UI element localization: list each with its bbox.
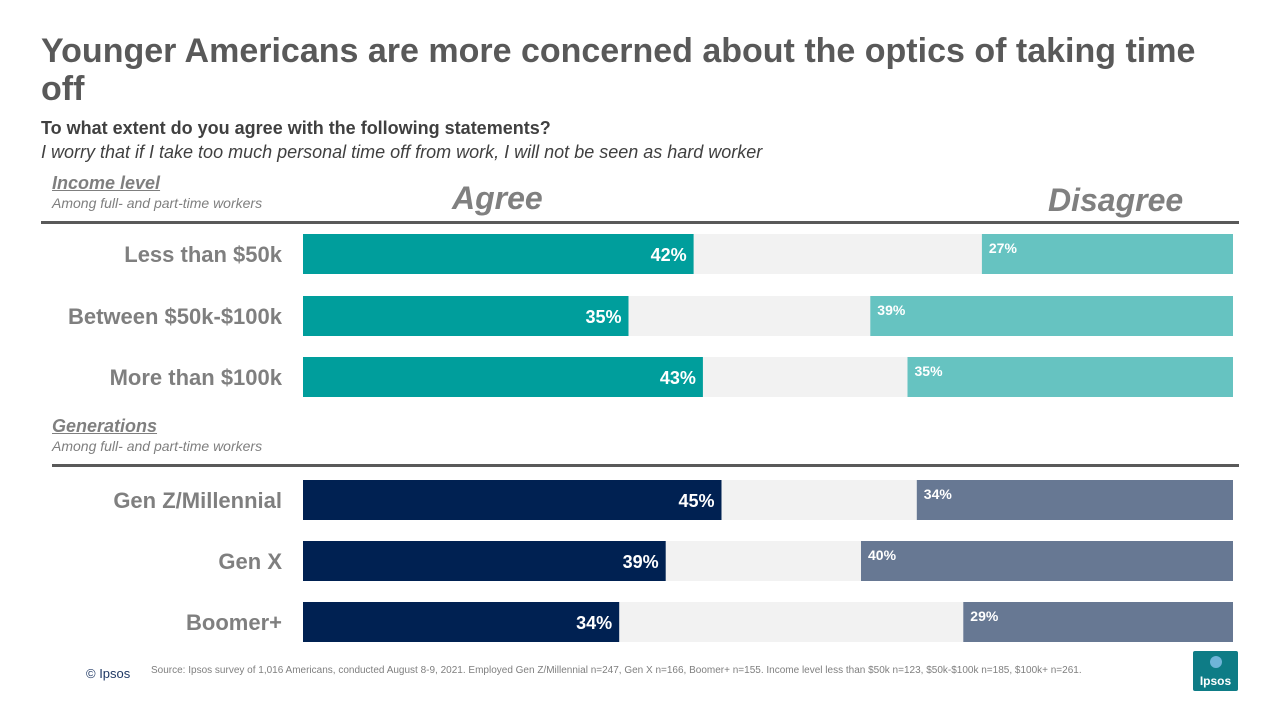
- generations-section-subtitle: Among full- and part-time workers: [52, 438, 263, 454]
- survey-statement: I worry that if I take too much personal…: [41, 142, 763, 162]
- disagree-column-header: Disagree: [1048, 182, 1184, 218]
- disagree-bar: [963, 602, 1233, 642]
- agree-column-header: Agree: [452, 180, 543, 216]
- income-section-subtitle: Among full- and part-time workers: [52, 195, 263, 211]
- agree-bar: [303, 541, 666, 581]
- logo-text: Ipsos: [1199, 674, 1232, 688]
- agree-value-label: 35%: [585, 307, 621, 327]
- agree-value-label: 34%: [576, 613, 612, 633]
- disagree-value-label: 40%: [868, 547, 897, 563]
- disagree-value-label: 29%: [970, 608, 999, 624]
- disagree-bar: [861, 541, 1233, 581]
- source-note: Source: Ipsos survey of 1,016 Americans,…: [151, 665, 1082, 676]
- category-label: Boomer+: [186, 610, 282, 635]
- disagree-bar: [916, 480, 1233, 520]
- survey-question: To what extent do you agree with the fol…: [41, 118, 551, 138]
- generations-section-title: Generations: [52, 416, 158, 436]
- category-label: More than $100k: [110, 365, 283, 390]
- disagree-value-label: 39%: [877, 302, 906, 318]
- agree-bar: [303, 480, 722, 520]
- logo-mark-icon: [1210, 656, 1222, 668]
- generations-section-header: Generations Among full- and part-time wo…: [52, 415, 262, 455]
- agree-value-label: 42%: [651, 245, 687, 265]
- agree-bar: [303, 602, 620, 642]
- generations-divider: [52, 464, 1239, 467]
- agree-bar: [303, 357, 703, 397]
- agree-bar: [303, 234, 694, 274]
- disagree-value-label: 27%: [989, 240, 1018, 256]
- agree-value-label: 39%: [623, 552, 659, 572]
- income-divider: [41, 221, 1239, 224]
- disagree-bar: [870, 296, 1233, 336]
- agree-value-label: 43%: [660, 368, 696, 388]
- category-label: Between $50k-$100k: [68, 304, 283, 329]
- agree-value-label: 45%: [678, 491, 714, 511]
- income-section-title: Income level: [52, 173, 161, 193]
- disagree-bar: [981, 234, 1233, 274]
- disagree-value-label: 35%: [915, 363, 944, 379]
- agree-bar: [303, 296, 629, 336]
- page-title: Younger Americans are more concerned abo…: [41, 32, 1196, 108]
- income-section-header: Income level Among full- and part-time w…: [52, 172, 262, 212]
- category-label: Gen Z/Millennial: [113, 488, 282, 513]
- ipsos-logo: Ipsos: [1193, 651, 1238, 691]
- disagree-value-label: 34%: [924, 486, 953, 502]
- copyright: © Ipsos: [86, 666, 131, 681]
- category-label: Gen X: [218, 549, 282, 574]
- disagree-bar: [907, 357, 1233, 397]
- category-label: Less than $50k: [124, 242, 283, 267]
